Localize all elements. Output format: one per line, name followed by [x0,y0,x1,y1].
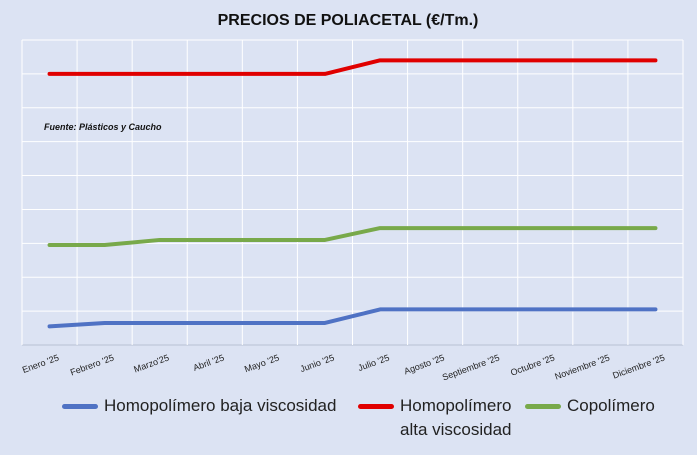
x-tick-label: Enero '25 [21,352,60,374]
chart-source-annotation: Fuente: Plásticos y Caucho [44,122,162,132]
series-line-2 [47,58,658,76]
legend-item: Homopolímero alta viscosidad [358,394,512,442]
series-lines [47,58,658,329]
grid-lines [21,39,684,346]
legend-swatch [525,404,561,409]
series-line-3 [47,226,658,248]
legend-label: Homopolímero baja viscosidad [104,396,337,415]
x-tick-label: Febrero '25 [69,352,115,377]
x-tick-label: Octubre '25 [509,352,556,377]
legend-label: Copolímero [567,396,655,415]
x-tick-label: Abril '25 [192,352,226,372]
chart-legend: Homopolímero baja viscosidad Homopolímero… [0,394,697,444]
series-line-1 [47,307,658,329]
legend-item: Copolímero [525,394,655,418]
legend-item: Homopolímero baja viscosidad [62,394,336,418]
x-tick-label: Julio '25 [357,352,391,373]
x-tick-label: Marzo'25 [132,352,170,374]
x-tick-label: Junio '25 [299,352,336,374]
x-tick-label: Diciembre '25 [611,352,666,380]
legend-swatch [62,404,98,409]
x-tick-label: Septiembre '25 [441,352,501,382]
x-tick-label: Mayo '25 [243,352,280,374]
x-tick-labels: Enero '25 Febrero '25 Marzo'25 Abril '25 May… [21,352,666,382]
legend-label: Homopolímero alta viscosidad [400,396,512,439]
legend-swatch [358,404,394,409]
x-tick-label: Agosto '25 [403,352,446,376]
chart-title: PRECIOS DE POLIACETAL (€/Tm.) [218,12,479,29]
x-tick-label: Noviembre '25 [553,352,611,381]
